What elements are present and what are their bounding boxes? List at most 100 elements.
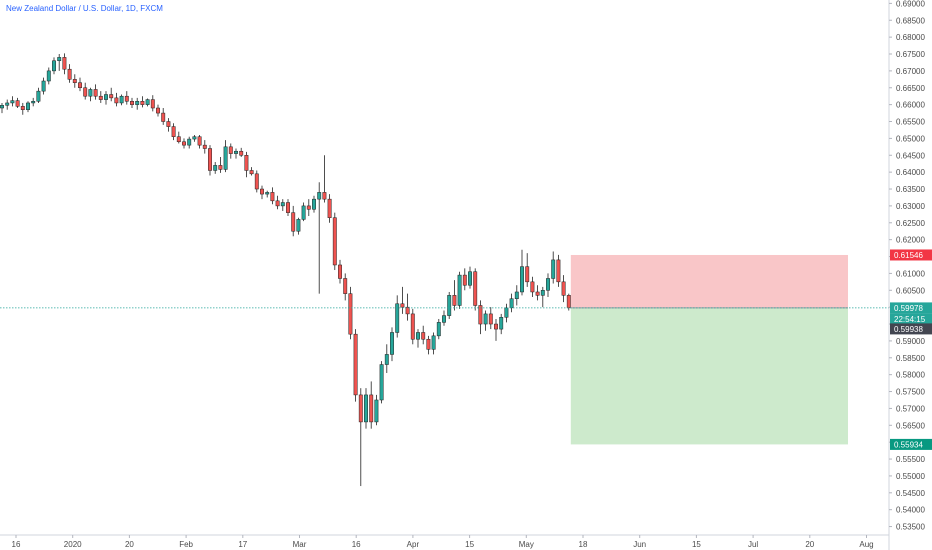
candle-body [72, 79, 77, 83]
candle-body [301, 205, 306, 220]
stop-zone[interactable] [570, 254, 848, 308]
target-zone[interactable] [570, 307, 848, 445]
candle-body [525, 266, 530, 283]
candle-body [499, 317, 504, 330]
y-tick-label: 0.66500 [896, 84, 925, 93]
candle-body [265, 192, 270, 195]
x-tick-label: Mar [293, 540, 307, 549]
target-price-badge-label: 0.55934 [894, 440, 923, 449]
x-tick-label: 2020 [64, 540, 82, 549]
candle-body [504, 307, 509, 318]
last-price-badge-label: 0.59978 [894, 304, 923, 313]
candle-body [234, 150, 238, 154]
prev-close-badge-bg [890, 323, 932, 335]
candle-body [462, 274, 467, 286]
target-price-badge: 0.55934 [890, 438, 932, 450]
y-tick-label: 0.60500 [896, 286, 925, 295]
y-tick-label: 0.65000 [896, 134, 925, 143]
position-zones [570, 254, 848, 445]
y-tick-label: 0.67500 [896, 50, 925, 59]
candle-body [291, 212, 296, 232]
candle-body [57, 57, 62, 62]
candle-body [202, 144, 207, 149]
candle-body [530, 281, 535, 293]
candle-body [270, 192, 275, 202]
y-tick-label: 0.64500 [896, 151, 925, 160]
candle-body [83, 87, 88, 97]
bar-countdown-badge: 22:54:15 [890, 313, 932, 325]
candle-body [36, 90, 41, 102]
y-tick-label: 0.67000 [896, 67, 925, 76]
candle-body [249, 170, 254, 175]
candle-body [135, 101, 140, 105]
y-tick-label: 0.66000 [896, 101, 925, 110]
candle-body [98, 95, 103, 100]
candle-body [228, 146, 233, 154]
candle-body [182, 141, 186, 146]
x-tick-label: May [519, 540, 534, 549]
y-tick-label: 0.57000 [896, 404, 925, 413]
prev-close-badge: 0.59938 [890, 323, 932, 335]
candle-body [353, 333, 358, 396]
candle-body [10, 100, 15, 104]
candle-body [156, 107, 160, 114]
chart-title: New Zealand Dollar / U.S. Dollar, 1D, FX… [6, 4, 163, 13]
y-tick-label: 0.57500 [896, 388, 925, 397]
y-tick-label: 0.68000 [896, 33, 925, 42]
stop-price-badge-bg [890, 249, 932, 261]
y-tick-label: 0.63500 [896, 185, 925, 194]
candle-body [332, 217, 337, 266]
candle-body [348, 293, 353, 335]
candle-body [52, 60, 56, 72]
candles [0, 53, 571, 487]
candle-body [93, 89, 98, 97]
candle-body [197, 136, 202, 146]
candle-body [223, 146, 228, 170]
candle-body [452, 295, 457, 306]
x-tick-label: 17 [238, 540, 247, 549]
candle-body [187, 138, 192, 146]
candle-body [556, 259, 561, 283]
candle-body [364, 394, 368, 423]
candle-body [535, 291, 540, 296]
candle-body [405, 306, 410, 315]
time-axis[interactable]: 16 2020 20 Feb 17 Mar 16 Apr 15 May 18 Jun 15 Jul 20 Au… [12, 535, 874, 549]
y-tick-label: 0.58000 [896, 371, 925, 380]
candle-body [31, 101, 36, 104]
candle-body [280, 202, 285, 207]
candle-body [62, 57, 67, 70]
y-tick-label: 0.69000 [896, 0, 925, 8]
y-tick-label: 0.55000 [896, 472, 925, 481]
candle-body [192, 136, 197, 140]
x-tick-label: Aug [859, 540, 873, 549]
candle-body [67, 68, 72, 80]
bar-countdown-badge-label: 22:54:15 [894, 315, 926, 324]
target-price-badge-bg [890, 438, 932, 450]
last-price-badge-bg [890, 302, 932, 314]
candle-body [218, 165, 223, 170]
candle-body [374, 399, 379, 423]
stop-price-badge: 0.61546 [890, 249, 932, 261]
candle-body [140, 101, 145, 105]
y-tick-label: 0.61000 [896, 269, 925, 278]
candle-body [395, 303, 400, 333]
candle-body [514, 291, 519, 299]
candle-body [327, 198, 332, 218]
candle-body [540, 290, 545, 296]
y-tick-label: 0.56500 [896, 421, 925, 430]
candle-body [457, 274, 462, 306]
candle-body [494, 323, 498, 330]
candle-body [130, 101, 134, 105]
prev-close-badge-label: 0.59938 [894, 325, 923, 334]
candle-body [426, 338, 431, 350]
candle-body [104, 94, 108, 100]
candle-body [254, 173, 259, 190]
candle-body [213, 165, 218, 171]
candle-body [317, 192, 322, 200]
candle-body [124, 95, 129, 102]
y-tick-label: 0.59000 [896, 337, 925, 346]
candle-body [546, 278, 550, 291]
candle-body [296, 219, 301, 232]
